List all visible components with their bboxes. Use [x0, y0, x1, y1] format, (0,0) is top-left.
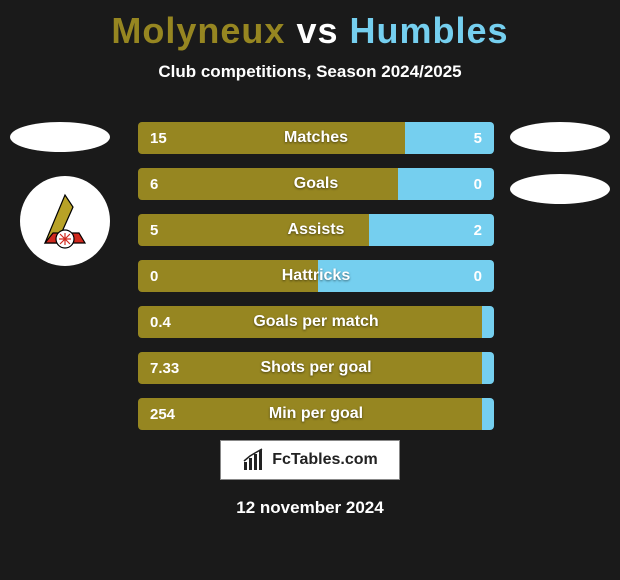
stat-left-value: 6	[138, 168, 398, 200]
title-player-left: Molyneux	[111, 10, 285, 51]
stat-right-value	[482, 306, 494, 338]
stat-row: 60Goals	[138, 168, 494, 200]
stat-right-value: 0	[398, 168, 494, 200]
stat-left-value: 0.4	[138, 306, 482, 338]
title-vs: vs	[296, 10, 338, 51]
subtitle: Club competitions, Season 2024/2025	[0, 62, 620, 82]
flag-left	[10, 122, 110, 152]
stat-right-value	[482, 352, 494, 384]
stat-left-value: 15	[138, 122, 405, 154]
stat-left-value: 254	[138, 398, 482, 430]
flag-right-1	[510, 122, 610, 152]
page-title: Molyneux vs Humbles	[0, 0, 620, 52]
bar-chart-icon	[242, 448, 266, 472]
title-player-right: Humbles	[350, 10, 509, 51]
brand-badge[interactable]: FcTables.com	[220, 440, 400, 480]
stat-right-value: 2	[369, 214, 494, 246]
stat-row: 0.4Goals per match	[138, 306, 494, 338]
crest-icon	[33, 189, 97, 253]
stat-right-value: 5	[405, 122, 494, 154]
stat-row: 7.33Shots per goal	[138, 352, 494, 384]
flag-right-2	[510, 174, 610, 204]
stat-row: 52Assists	[138, 214, 494, 246]
stat-row: 00Hattricks	[138, 260, 494, 292]
stat-row: 254Min per goal	[138, 398, 494, 430]
stat-right-value	[482, 398, 494, 430]
date-label: 12 november 2024	[0, 498, 620, 518]
stat-left-value: 5	[138, 214, 369, 246]
club-crest-left	[20, 176, 110, 266]
brand-label: FcTables.com	[272, 451, 378, 469]
stat-row: 155Matches	[138, 122, 494, 154]
stat-left-value: 0	[138, 260, 318, 292]
stat-right-value: 0	[318, 260, 494, 292]
stat-left-value: 7.33	[138, 352, 482, 384]
stats-bars: 155Matches 60Goals 52Assists 00Hattricks 0.4…	[138, 122, 494, 444]
